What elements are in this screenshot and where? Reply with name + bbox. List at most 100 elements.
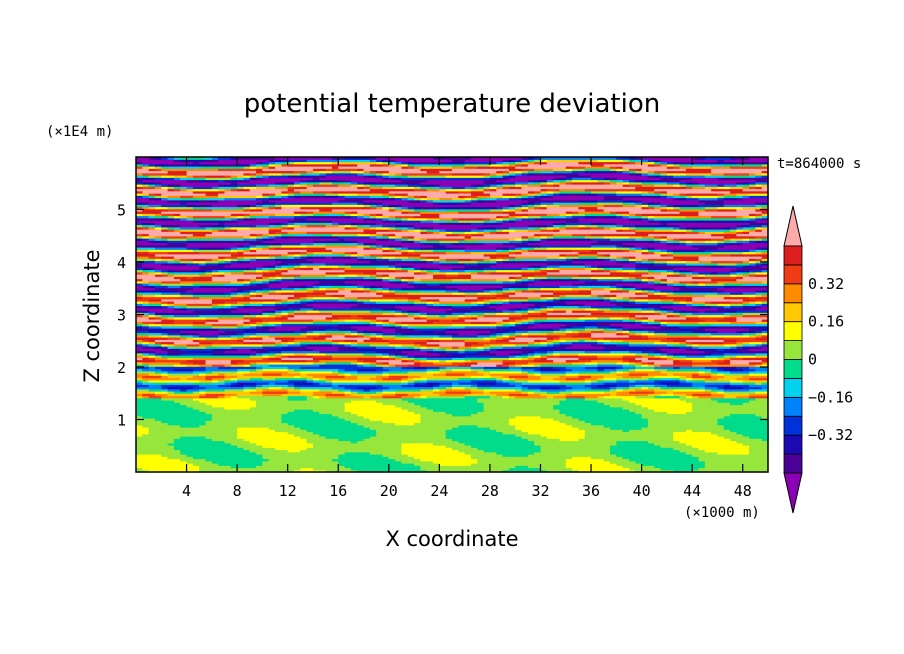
field-cell [527,422,535,426]
field-cell [540,436,548,439]
field-cell [717,458,725,462]
field-cell [287,424,295,428]
field-cell [521,415,529,419]
field-cell [439,463,447,466]
field-cell [679,395,687,399]
field-cell [742,400,750,403]
field-cell [704,460,712,464]
field-cell [205,445,213,448]
field-cell [136,411,143,415]
field-cell [401,395,409,399]
field-cell [591,442,598,446]
field-cell [565,413,573,417]
field-cell [275,420,282,424]
field-cell [306,456,314,460]
field-cell [136,438,143,442]
field-cell [338,431,346,435]
field-cell [755,427,763,430]
field-cell [433,397,440,401]
field-cell [610,451,617,455]
field-cell [173,424,181,428]
field-cell [508,440,516,444]
field-cell [426,431,434,435]
field-cell [256,467,263,471]
field-cell [268,404,276,408]
field-cell [312,447,320,451]
field-cell [161,442,169,446]
field-cell [635,391,643,394]
field-cell [755,451,763,455]
field-cell [312,402,320,406]
field-cell [148,433,156,437]
field-cell [559,433,567,437]
field-cell [154,402,162,406]
field-cell [698,456,706,460]
field-cell [534,447,542,451]
field-cell [584,447,592,451]
field-cell [344,438,352,442]
field-cell [464,415,472,419]
field-cell [616,440,624,444]
field-cell [376,386,384,390]
field-cell [755,424,763,428]
field-cell [237,458,245,462]
field-cell [445,454,453,457]
field-cell [477,393,485,397]
field-cell [300,463,308,466]
field-cell [565,402,573,406]
field-cell [761,395,769,399]
field-cell [154,436,162,439]
field-cell [666,445,674,448]
field-cell [610,395,617,399]
field-cell [616,467,624,471]
field-cell [445,415,453,419]
field-cell [243,388,251,392]
field-cell [755,413,763,417]
field-cell [508,420,516,424]
field-cell [294,409,301,412]
field-cell [414,431,421,435]
field-cell [401,420,409,424]
field-cell [622,447,630,451]
field-cell [407,442,415,446]
field-cell [433,386,440,390]
field-cell [230,418,238,421]
field-cell [553,467,561,471]
field-cell [546,397,554,401]
field-cell [142,427,150,430]
field-cell [369,445,377,448]
field-cell [312,386,320,390]
field-cell [616,400,624,403]
field-cell [591,445,598,448]
field-cell [287,391,295,394]
field-cell [154,438,162,442]
field-cell [249,395,257,399]
field-cell [281,415,289,419]
field-cell [433,404,440,408]
field-cell [205,438,213,442]
field-cell [698,469,706,473]
field-cell [426,445,434,448]
field-cell [325,409,333,412]
field-cell [262,393,270,397]
field-cell [211,388,219,392]
field-cell [180,391,188,394]
field-cell [489,420,497,424]
field-cell [673,458,681,462]
field-cell [142,431,150,435]
field-cell [230,436,238,439]
field-cell [591,418,598,421]
field-cell [704,424,712,428]
field-cell [344,445,352,448]
field-cell [641,402,649,406]
field-cell [331,393,339,397]
field-cell [325,460,333,464]
field-cell [749,460,756,464]
field-cell [439,442,447,446]
field-cell [496,393,504,397]
field-cell [186,465,194,469]
field-cell [572,469,579,473]
field-cell [717,395,725,399]
field-cell [357,406,365,410]
field-cell [312,397,320,401]
